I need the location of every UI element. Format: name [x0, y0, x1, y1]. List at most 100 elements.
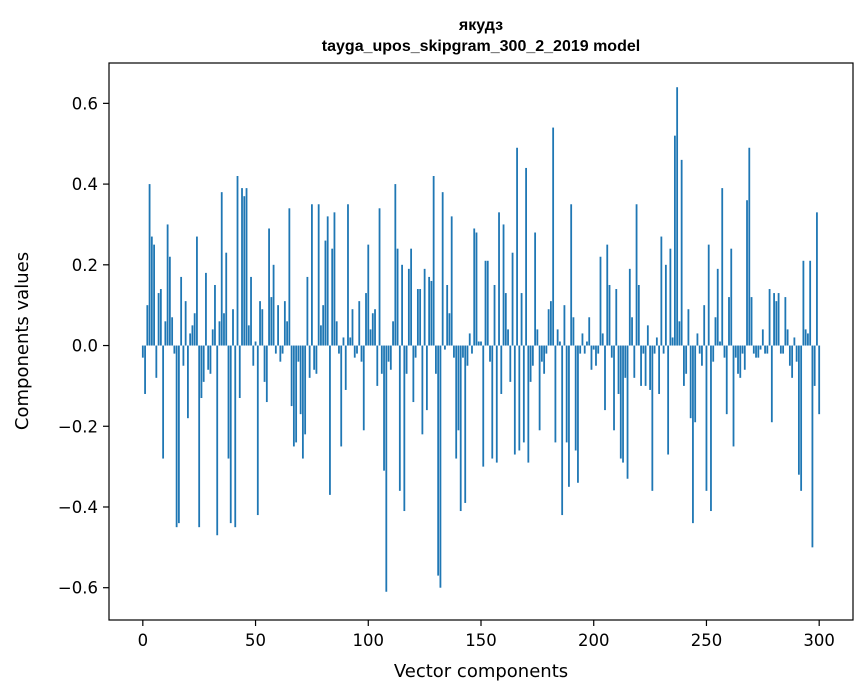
bar-19 — [184, 301, 187, 346]
bar-168 — [520, 293, 523, 346]
bar-191 — [572, 317, 575, 346]
x-tick-label: 250 — [691, 631, 723, 650]
bar-116 — [403, 345, 406, 512]
bar-6 — [155, 345, 158, 378]
bar-29 — [207, 345, 210, 370]
bar-18 — [182, 345, 185, 366]
bar-267 — [743, 345, 746, 370]
bar-46 — [245, 188, 248, 346]
bar-95 — [356, 345, 358, 354]
bar-245 — [694, 345, 697, 423]
bar-231 — [662, 345, 665, 354]
bar-58 — [272, 264, 275, 346]
bar-104 — [376, 345, 379, 386]
bar-138 — [453, 345, 455, 358]
bar-31 — [211, 329, 214, 346]
bar-150 — [480, 341, 482, 346]
bar-108 — [385, 345, 388, 592]
bar-84 — [331, 248, 334, 346]
bar-246 — [696, 333, 699, 346]
bar-112 — [394, 184, 397, 346]
bar-230 — [660, 236, 663, 346]
bar-139 — [455, 345, 458, 459]
bar-228 — [655, 337, 658, 346]
bar-278 — [768, 289, 771, 346]
bar-122 — [416, 289, 419, 346]
bar-121 — [414, 345, 417, 358]
bar-67 — [292, 345, 295, 447]
bar-81 — [324, 240, 327, 346]
bar-145 — [468, 333, 471, 346]
bar-14 — [173, 345, 176, 354]
bar-20 — [187, 345, 189, 419]
bar-238 — [678, 321, 681, 346]
bar-218 — [633, 345, 636, 378]
bar-136 — [448, 313, 451, 346]
bar-289 — [793, 337, 796, 346]
bar-286 — [786, 329, 789, 346]
bar-174 — [534, 232, 537, 346]
bar-259 — [725, 345, 728, 415]
bar-59 — [274, 345, 277, 354]
bar-164 — [511, 252, 514, 346]
bar-161 — [504, 293, 507, 346]
bar-252 — [710, 345, 712, 512]
bar-50 — [254, 341, 257, 346]
bar-276 — [764, 345, 766, 354]
bar-43 — [238, 345, 241, 399]
bar-148 — [475, 232, 478, 346]
bar-162 — [507, 329, 509, 346]
bar-258 — [723, 345, 726, 358]
bar-149 — [477, 341, 480, 346]
bar-141 — [459, 345, 462, 512]
bar-275 — [761, 329, 764, 346]
bar-215 — [626, 345, 629, 479]
bar-91 — [347, 204, 349, 346]
bar-254 — [714, 317, 717, 346]
bar-295 — [807, 333, 809, 346]
bar-173 — [531, 345, 534, 366]
y-tick-label: −0.2 — [58, 417, 98, 436]
bar-117 — [405, 345, 408, 374]
bar-17 — [180, 276, 183, 346]
bar-83 — [329, 345, 331, 495]
bar-199 — [590, 345, 593, 370]
x-tick-label: 200 — [578, 631, 610, 650]
bar-147 — [473, 228, 476, 346]
bar-93 — [351, 309, 354, 346]
bar-210 — [615, 289, 618, 346]
bar-2 — [146, 305, 149, 346]
bar-226 — [651, 345, 654, 491]
bar-271 — [752, 345, 755, 354]
bar-26 — [200, 345, 203, 399]
bar-124 — [421, 345, 424, 435]
bar-200 — [592, 345, 595, 350]
bar-102 — [371, 313, 374, 346]
bar-146 — [471, 345, 473, 354]
bar-219 — [635, 204, 638, 346]
bar-202 — [597, 345, 600, 354]
bar-237 — [676, 87, 679, 346]
bar-11 — [166, 224, 169, 346]
bar-208 — [610, 345, 613, 358]
bar-287 — [788, 345, 791, 366]
bar-216 — [628, 268, 631, 346]
bar-66 — [290, 345, 293, 407]
bar-234 — [669, 248, 672, 346]
bar-45 — [243, 196, 246, 346]
bar-291 — [797, 345, 800, 475]
bar-61 — [279, 345, 282, 362]
bar-118 — [407, 268, 410, 346]
bar-300 — [818, 345, 821, 415]
bar-207 — [608, 284, 611, 346]
bar-163 — [509, 345, 512, 382]
bar-7 — [157, 293, 160, 346]
bar-248 — [701, 345, 703, 366]
bar-193 — [577, 345, 579, 483]
bar-177 — [540, 345, 543, 362]
bar-262 — [732, 345, 735, 447]
bar-64 — [286, 321, 289, 346]
bar-54 — [263, 345, 266, 382]
y-tick-label: −0.6 — [58, 579, 98, 598]
